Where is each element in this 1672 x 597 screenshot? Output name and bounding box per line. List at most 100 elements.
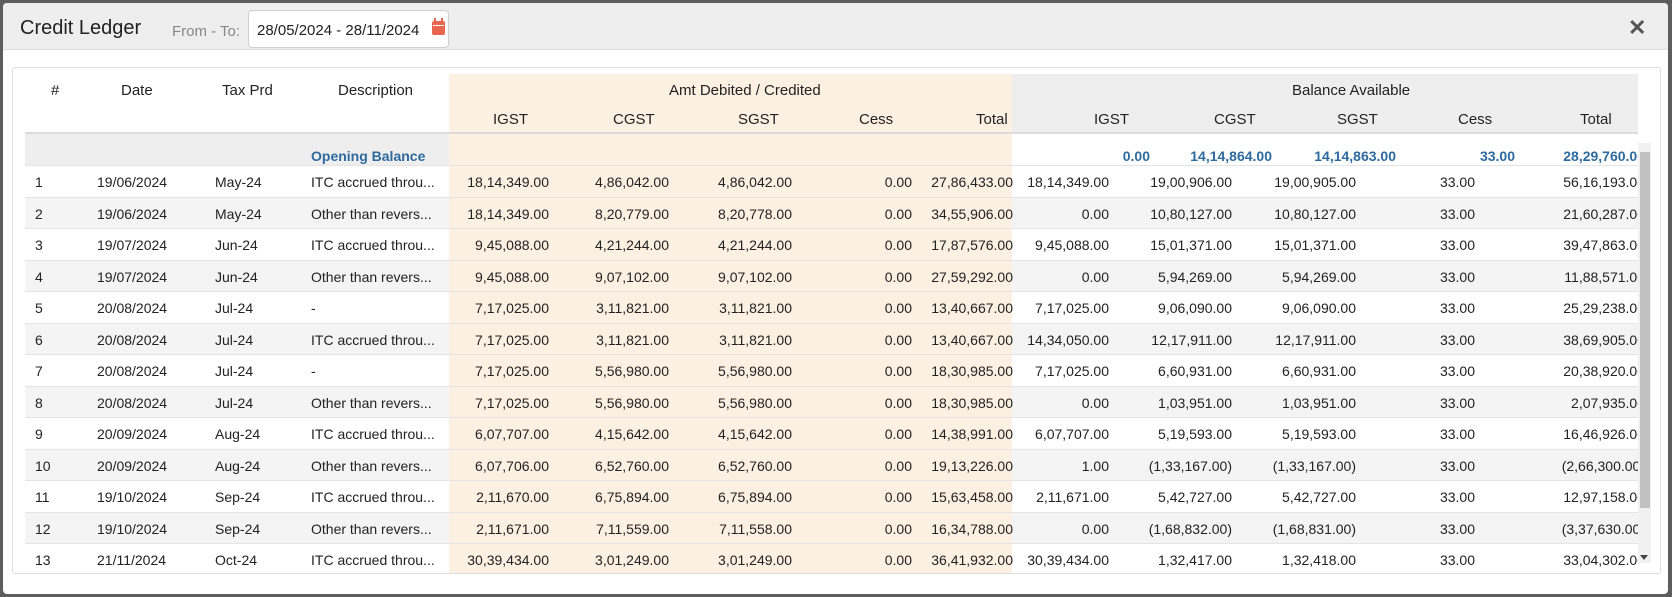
close-button[interactable]: ✕ — [1628, 15, 1647, 40]
balance-igst: 6,07,707.00 — [1035, 426, 1109, 442]
debited-total: 36,41,932.00 — [931, 552, 1013, 568]
debited-igst: 7,17,025.00 — [475, 300, 549, 316]
row-description: ITC accrued throu... — [311, 489, 435, 505]
balance-igst: 30,39,434.00 — [1027, 552, 1109, 568]
table-row[interactable]: 1 19/06/2024 May-24 ITC accrued throu... 18,… — [25, 165, 1638, 197]
table-row[interactable]: 8 20/08/2024 Jul-24 Other than revers... 7,1… — [25, 385, 1638, 417]
row-description: Other than revers... — [311, 268, 432, 285]
balance-sgst: 5,19,593.00 — [1282, 426, 1356, 442]
debited-igst: 7,17,025.00 — [475, 331, 549, 348]
balance-total: (3,37,630.00) — [1561, 520, 1638, 537]
row-number: 8 — [35, 394, 43, 411]
row-date: 19/10/2024 — [97, 489, 168, 505]
table-row[interactable]: 5 20/08/2024 Jul-24 - 7,17,025.00 3,11,821.00… — [25, 291, 1638, 323]
table-row[interactable]: 3 19/07/2024 Jun-24 ITC accrued throu... 9,4… — [25, 228, 1638, 260]
row-tax-period: May-24 — [215, 174, 262, 190]
row-tax-period: Aug-24 — [215, 457, 261, 474]
balance-cgst: 15,01,371.00 — [1150, 237, 1232, 253]
date-range-input[interactable]: 28/05/2024 - 28/11/2024 — [248, 10, 449, 48]
row-description: ITC accrued throu... — [311, 174, 435, 190]
date-range-label: From - To: — [172, 23, 241, 40]
balance-sgst: 5,42,727.00 — [1282, 489, 1356, 505]
credit-ledger-modal: Credit Ledger From - To: 28/05/2024 - 28… — [3, 3, 1668, 594]
debited-total: 14,38,991.00 — [931, 426, 1013, 442]
table-row[interactable]: 4 19/07/2024 Jun-24 Other than revers... 9,4… — [25, 259, 1638, 291]
debited-total: 34,55,906.00 — [931, 205, 1013, 222]
debited-cgst: 8,20,779.00 — [595, 205, 669, 222]
debited-cess: 0.00 — [884, 552, 912, 568]
balance-igst: 0.00 — [1081, 268, 1109, 285]
row-tax-period: Jun-24 — [215, 268, 258, 285]
balance-cgst: (1,33,167.00) — [1148, 457, 1232, 474]
balance-cess: 33.00 — [1439, 363, 1475, 379]
debited-cgst: 4,21,244.00 — [595, 237, 669, 253]
debited-cgst: 6,75,894.00 — [595, 489, 669, 505]
debited-sgst: 6,52,760.00 — [718, 457, 792, 474]
balance-igst: 14,34,050.00 — [1027, 331, 1109, 348]
debited-sgst: 5,56,980.00 — [718, 363, 792, 379]
debited-total: 18,30,985.00 — [931, 394, 1013, 411]
column-header-description: Description — [338, 82, 414, 99]
table-row[interactable]: 11 19/10/2024 Sep-24 ITC accrued throu... 2,… — [25, 480, 1638, 512]
balance-cess: 33.00 — [1439, 174, 1475, 190]
table-row[interactable]: 6 20/08/2024 Jul-24 ITC accrued throu... 7,1… — [25, 322, 1638, 354]
debited-cgst: 3,01,249.00 — [595, 552, 669, 568]
table-row[interactable]: 7 20/08/2024 Jul-24 - 7,17,025.00 5,56,980.00… — [25, 354, 1638, 386]
row-description: Other than revers... — [311, 520, 432, 537]
table-row[interactable]: 13 21/11/2024 Oct-24 ITC accrued throu... 30… — [25, 543, 1638, 573]
debited-igst: 6,07,706.00 — [475, 457, 549, 474]
row-date: 19/07/2024 — [97, 237, 168, 253]
debited-cess: 0.00 — [884, 457, 912, 474]
group-header-amt-debited: Amt Debited / Credited — [669, 82, 821, 99]
balance-cgst: 19,00,906.00 — [1150, 174, 1232, 190]
table-row[interactable]: 10 20/09/2024 Aug-24 Other than revers... 6,… — [25, 448, 1638, 480]
balance-cess: 33.00 — [1439, 457, 1475, 474]
debited-sgst: 4,21,244.00 — [718, 237, 792, 253]
row-number: 11 — [35, 489, 50, 505]
balance-header-background — [1012, 74, 1638, 133]
balance-sgst: 15,01,371.00 — [1274, 237, 1356, 253]
debited-igst: 9,45,088.00 — [475, 237, 549, 253]
debited-cgst: 3,11,821.00 — [596, 331, 669, 348]
debited-igst: 2,11,671.00 — [476, 520, 549, 537]
row-description: Other than revers... — [311, 205, 432, 222]
row-tax-period: Sep-24 — [215, 489, 261, 505]
sub-header-debited-total: Total — [976, 111, 1008, 128]
debited-sgst: 3,11,821.00 — [719, 300, 792, 316]
row-tax-period: Jul-24 — [215, 363, 254, 379]
balance-cgst: 10,80,127.00 — [1150, 205, 1232, 222]
sub-header-balance-cess: Cess — [1458, 111, 1493, 128]
column-header-number: # — [51, 82, 60, 99]
balance-total: 56,16,193.00 — [1563, 174, 1638, 190]
debited-total: 18,30,985.00 — [931, 363, 1013, 379]
table-row[interactable]: 9 20/09/2024 Aug-24 ITC accrued throu... 6,0… — [25, 417, 1638, 449]
balance-igst: 2,11,671.00 — [1036, 489, 1109, 505]
row-tax-period: Jul-24 — [215, 300, 254, 316]
debited-cess: 0.00 — [884, 268, 912, 285]
scroll-down-icon[interactable] — [1640, 555, 1648, 560]
sub-header-balance-sgst: SGST — [1337, 111, 1378, 128]
debited-cgst: 9,07,102.00 — [595, 268, 669, 285]
column-header-date: Date — [121, 82, 153, 99]
debited-igst: 7,17,025.00 — [475, 363, 549, 379]
table-row[interactable]: 12 19/10/2024 Sep-24 Other than revers... 2,… — [25, 511, 1638, 543]
balance-total: 38,69,905.00 — [1563, 331, 1638, 348]
debited-cess: 0.00 — [884, 394, 912, 411]
row-description: ITC accrued throu... — [311, 331, 435, 348]
debited-total: 27,59,292.00 — [931, 268, 1013, 285]
debited-sgst: 5,56,980.00 — [718, 394, 792, 411]
balance-total: 12,97,158.00 — [1563, 489, 1638, 505]
debited-sgst: 9,07,102.00 — [718, 268, 792, 285]
ledger-table-panel: # Date Tax Prd Description Amt Debited /… — [12, 67, 1661, 574]
table-row[interactable]: 2 19/06/2024 May-24 Other than revers... 18,… — [25, 196, 1638, 228]
debited-cgst: 7,11,559.00 — [596, 520, 669, 537]
scrollbar-thumb[interactable] — [1640, 152, 1650, 508]
balance-cgst: (1,68,832.00) — [1148, 520, 1232, 537]
balance-cgst: 12,17,911.00 — [1151, 331, 1232, 348]
calendar-icon[interactable] — [432, 18, 445, 35]
balance-cess: 33.00 — [1439, 394, 1475, 411]
balance-igst: 9,45,088.00 — [1035, 237, 1109, 253]
balance-total: 21,60,287.00 — [1563, 205, 1638, 222]
row-date: 20/09/2024 — [97, 426, 168, 442]
balance-cgst: 5,19,593.00 — [1158, 426, 1232, 442]
